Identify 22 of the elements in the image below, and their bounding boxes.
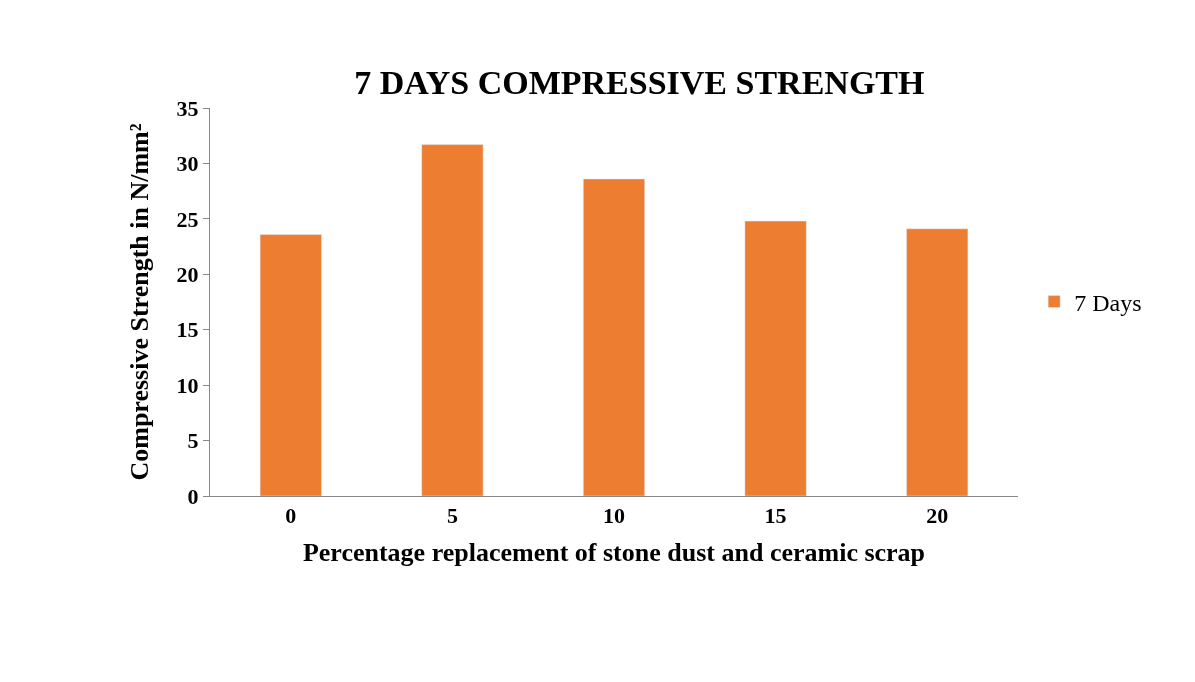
bar <box>421 144 484 496</box>
y-tick-label: 0 <box>187 483 199 509</box>
chart-title: 7 DAYS COMPRESSIVE STRENGTH <box>354 63 925 101</box>
x-tick-label: 5 <box>446 503 458 529</box>
y-tick-label: 25 <box>176 206 199 232</box>
y-tick-label: 30 <box>176 151 199 177</box>
x-tick-label: 20 <box>926 503 949 529</box>
x-axis-title: Percentage replacement of stone dust and ceramic scrap <box>302 538 926 568</box>
bar <box>744 220 807 496</box>
bar <box>906 228 969 496</box>
y-tick-label: 35 <box>176 95 199 121</box>
legend-label: 7 Days <box>1074 289 1142 316</box>
y-tick-label: 15 <box>176 317 199 343</box>
x-tick-label: 0 <box>285 503 297 529</box>
y-tick-label: 20 <box>176 261 199 287</box>
bar <box>583 178 645 496</box>
y-tick-label: 10 <box>176 372 199 398</box>
x-tick-label: 10 <box>603 503 625 529</box>
x-tick-label: 15 <box>764 503 787 529</box>
y-axis-title: Compressive Strength in N/mm² <box>125 123 154 481</box>
bar <box>259 234 322 496</box>
y-tick-label: 5 <box>187 428 199 454</box>
